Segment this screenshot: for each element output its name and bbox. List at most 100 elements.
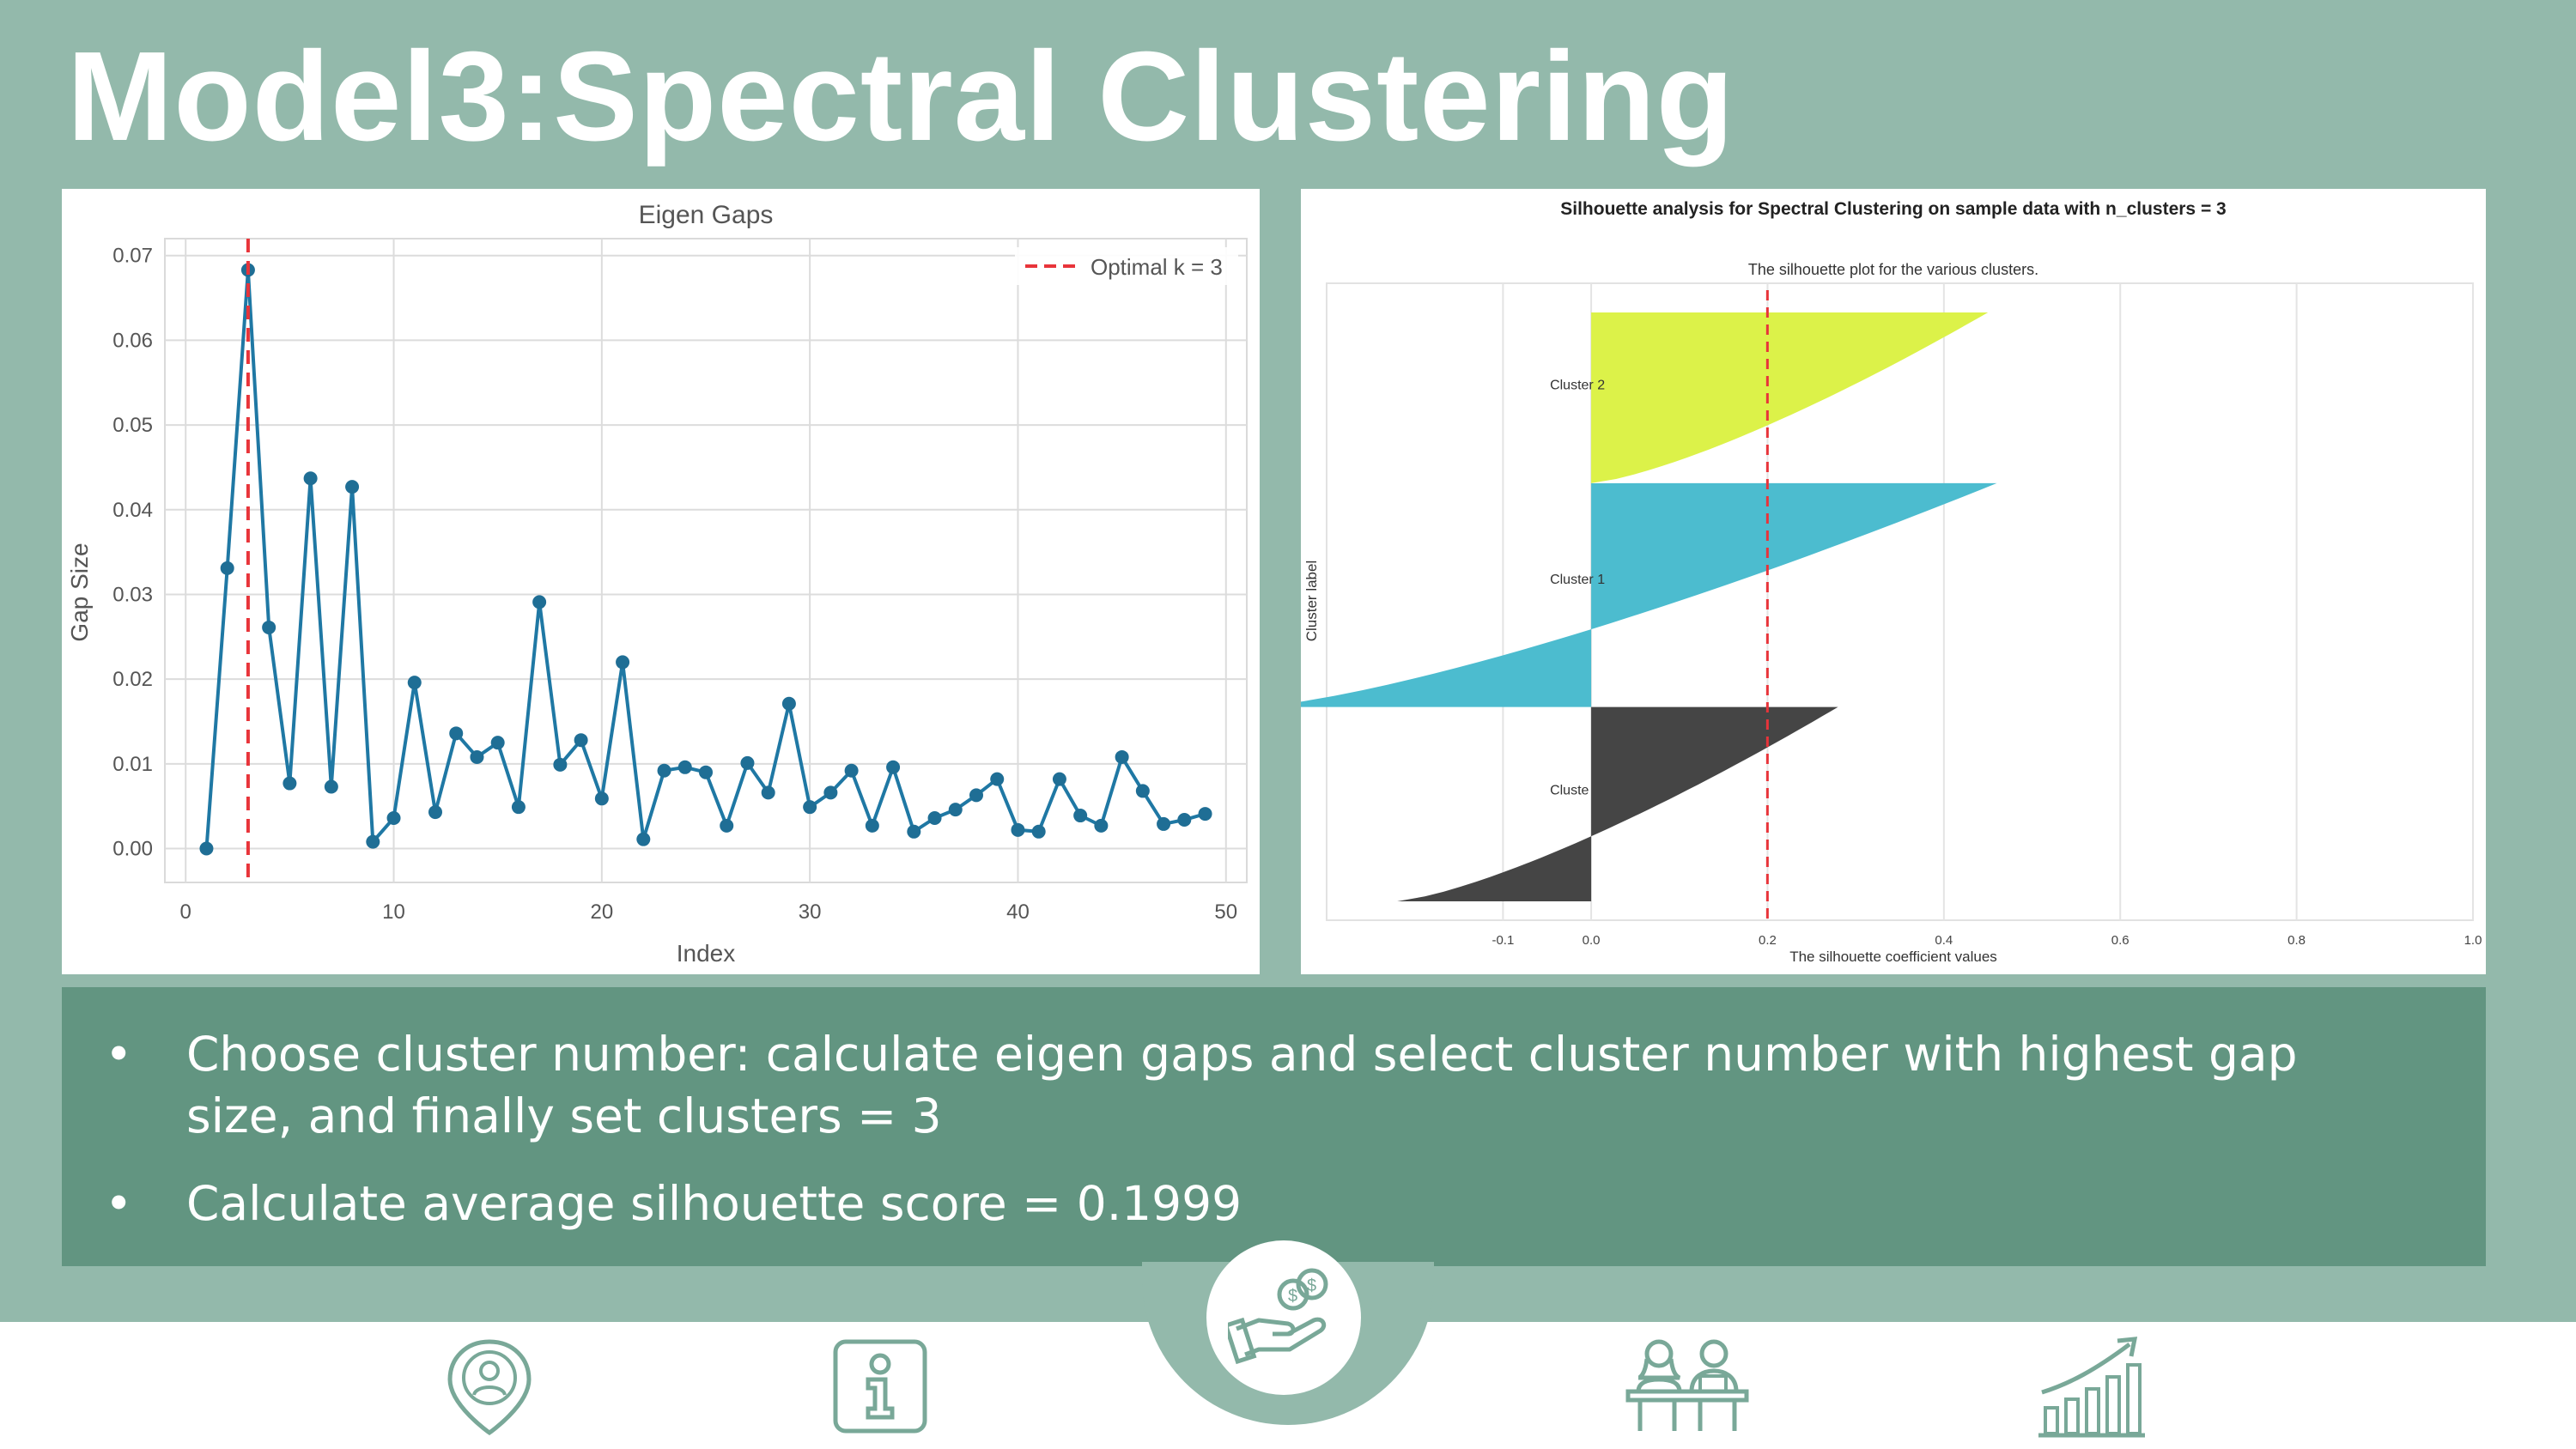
cluster-label: Cluste — [1550, 783, 1589, 797]
data-point — [428, 805, 442, 820]
eigen-y-axis-label: Gap Size — [66, 543, 93, 641]
data-point — [990, 772, 1005, 786]
data-point — [1094, 818, 1109, 833]
x-tick-label: -0.1 — [1492, 933, 1514, 948]
data-point — [823, 785, 838, 800]
eigen-gaps-chart-panel: 0 10 20 30 40 50 0.00 0.01 0.02 0.03 0.04 0.05 0.06 0… — [62, 189, 1260, 974]
data-point — [199, 841, 214, 856]
growth-chart-icon[interactable] — [2035, 1332, 2147, 1439]
data-point — [844, 763, 859, 778]
y-tick-label: 0.04 — [112, 499, 153, 522]
silhouette-subtitle: The silhouette plot for the various clus… — [1748, 261, 2038, 278]
data-point — [386, 811, 401, 825]
x-tick-label: 0.6 — [2111, 933, 2129, 948]
silhouette-chart-panel: Silhouette analysis for Spectral Cluster… — [1301, 189, 2486, 974]
data-point — [511, 800, 526, 815]
y-tick-label: 0.07 — [112, 245, 153, 268]
x-tick-label: 1.0 — [2464, 933, 2482, 948]
data-point — [407, 676, 422, 690]
data-point — [366, 834, 380, 849]
silhouette-chart: Silhouette analysis for Spectral Cluster… — [1301, 199, 2482, 965]
data-point — [1177, 812, 1192, 827]
data-point — [1073, 809, 1088, 823]
x-tick-label: 0.2 — [1759, 933, 1777, 948]
data-point — [781, 696, 796, 711]
silhouette-area-cluster-0 — [1397, 706, 1838, 901]
data-point — [657, 763, 671, 778]
data-point — [699, 765, 713, 779]
x-tick-label: 0 — [180, 900, 191, 924]
data-point — [1052, 772, 1066, 786]
meeting-people-icon[interactable] — [1623, 1335, 1752, 1438]
bullet-item: • Choose cluster number: calculate eigen … — [62, 1023, 2486, 1147]
data-point — [616, 655, 630, 670]
eigen-gaps-line — [204, 270, 1206, 849]
cluster-label: Cluster 1 — [1550, 573, 1605, 587]
data-point — [927, 811, 942, 825]
data-point — [865, 818, 879, 833]
bullet-item: • Calculate average silhouette score = 0.… — [62, 1173, 2486, 1234]
legend-optimal-k: Optimal k = 3 — [1091, 254, 1223, 280]
y-tick-label: 0.00 — [112, 838, 153, 861]
data-point — [1198, 807, 1212, 822]
data-point — [594, 791, 609, 806]
eigen-plot-frame — [164, 238, 1248, 883]
nav-item-active[interactable] — [1206, 1240, 1361, 1395]
data-point — [449, 726, 464, 741]
silhouette-x-axis-label: The silhouette coefficient values — [1789, 949, 1997, 965]
bullet-marker: • — [105, 1027, 133, 1082]
x-tick-label: 0.0 — [1583, 933, 1601, 948]
bullet-points-box: • Choose cluster number: calculate eigen … — [62, 987, 2486, 1266]
data-point — [677, 760, 692, 774]
data-point — [220, 561, 234, 575]
data-point — [803, 800, 817, 815]
location-person-icon[interactable] — [438, 1335, 541, 1438]
cluster-label: Cluster 2 — [1550, 379, 1605, 393]
x-tick-label: 20 — [590, 900, 613, 924]
data-point — [490, 736, 505, 750]
slide-title: Model3:Spectral Clustering — [67, 26, 1735, 167]
data-point — [886, 760, 901, 774]
eigen-chart-title: Eigen Gaps — [639, 201, 774, 229]
y-tick-label: 0.03 — [112, 583, 153, 606]
x-tick-label: 0.4 — [1935, 933, 1953, 948]
eigen-gaps-chart: 0 10 20 30 40 50 0.00 0.01 0.02 0.03 0.04 0.05 0.06 0… — [66, 201, 1248, 967]
data-point — [636, 832, 651, 846]
x-tick-label: 0.8 — [2287, 933, 2306, 948]
y-tick-label: 0.06 — [112, 329, 153, 352]
bullet-text: Choose cluster number: calculate eigen g… — [186, 1027, 2298, 1143]
x-tick-label: 50 — [1214, 900, 1237, 924]
data-point — [283, 776, 297, 791]
data-point — [1031, 824, 1046, 839]
x-tick-label: 40 — [1006, 900, 1030, 924]
svg-text:$: $ — [1288, 1287, 1297, 1306]
y-tick-label: 0.05 — [112, 414, 153, 437]
svg-text:$: $ — [1307, 1276, 1316, 1295]
y-tick-label: 0.01 — [112, 753, 153, 776]
data-point — [345, 480, 360, 494]
bullet-text: Calculate average silhouette score = 0.1… — [186, 1176, 1242, 1231]
eigen-x-axis-label: Index — [677, 940, 736, 967]
bullet-marker: • — [105, 1176, 133, 1231]
data-point — [1135, 784, 1150, 798]
data-point — [324, 779, 338, 794]
info-icon[interactable] — [829, 1335, 932, 1438]
data-point — [470, 749, 484, 764]
data-point — [1157, 816, 1171, 831]
x-tick-label: 30 — [799, 900, 822, 924]
silhouette-plot-frame — [1326, 282, 2474, 921]
data-point — [262, 620, 276, 634]
money-hand-icon[interactable]: $ $ — [1228, 1260, 1340, 1372]
silhouette-area-cluster-1 — [1301, 482, 1997, 707]
data-point — [907, 824, 921, 839]
data-point — [720, 818, 734, 833]
data-point — [532, 595, 547, 609]
silhouette-chart-title: Silhouette analysis for Spectral Cluster… — [1560, 199, 2226, 219]
data-point — [303, 471, 318, 486]
bullet-list: • Choose cluster number: calculate eigen … — [62, 987, 2486, 1234]
silhouette-area-cluster-2 — [1591, 312, 1989, 483]
data-point — [1115, 749, 1129, 764]
data-point — [969, 788, 983, 803]
data-point — [574, 733, 588, 748]
data-point — [1011, 822, 1025, 837]
